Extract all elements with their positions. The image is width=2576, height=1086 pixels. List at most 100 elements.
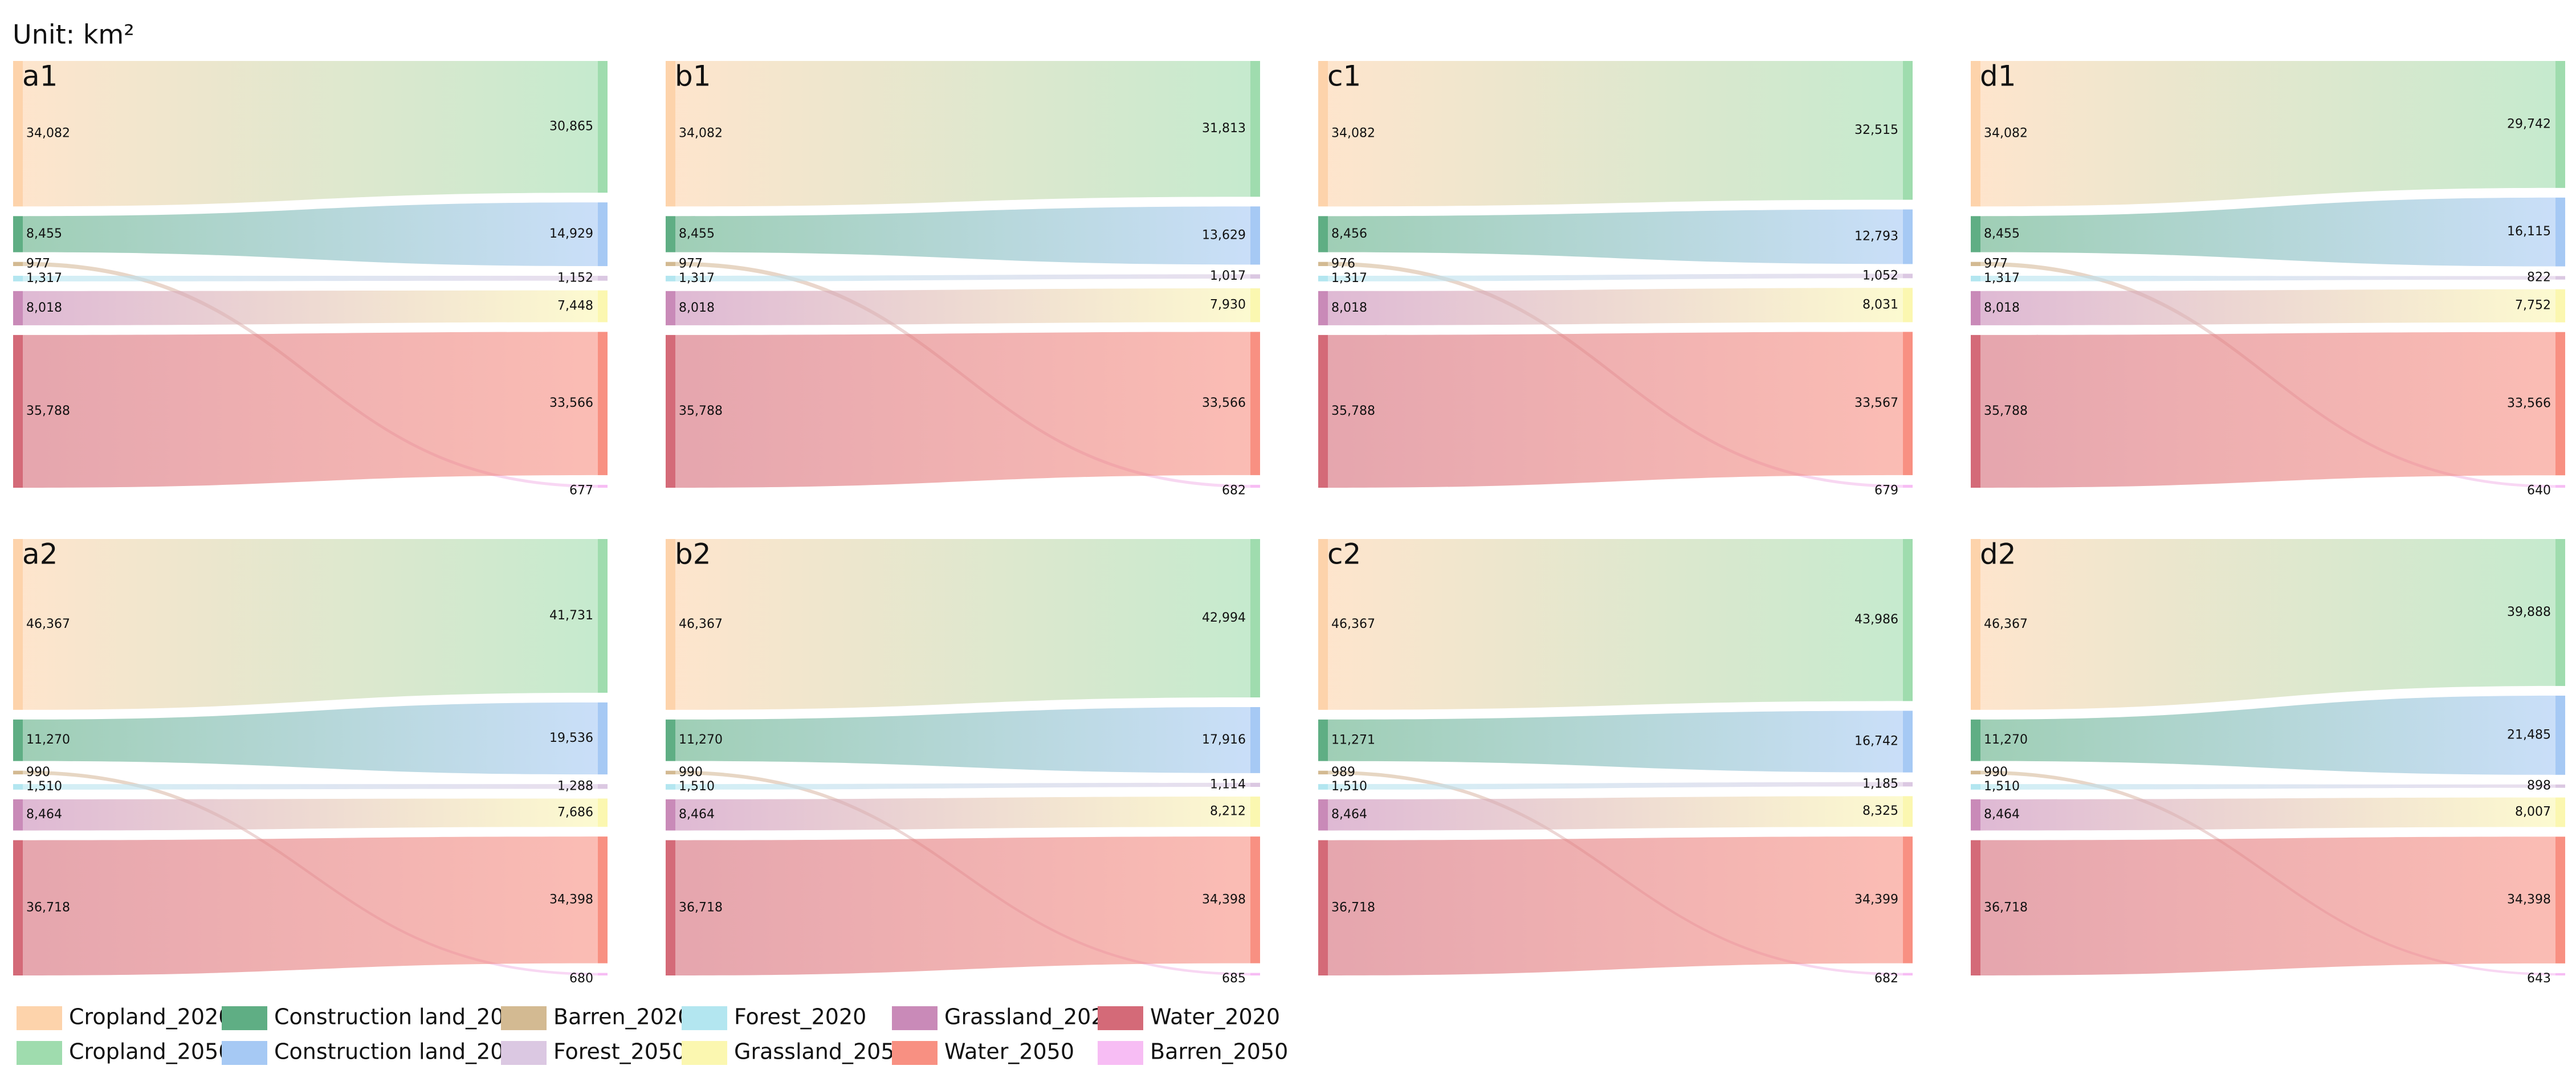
panel-title: c1 bbox=[1327, 60, 1361, 93]
legend-swatch bbox=[222, 1041, 267, 1065]
unit-label: Unit: km² bbox=[13, 19, 134, 50]
left-node bbox=[1971, 334, 1980, 488]
right-value-label: 1,185 bbox=[1862, 777, 1898, 791]
flow bbox=[675, 797, 1250, 831]
left-value-label: 34,082 bbox=[1331, 126, 1375, 141]
left-node bbox=[1318, 216, 1328, 252]
left-node bbox=[13, 539, 23, 710]
left-node bbox=[666, 61, 675, 207]
flow bbox=[1980, 61, 2555, 207]
left-node bbox=[666, 719, 675, 761]
flow bbox=[1980, 784, 2555, 790]
legend-label: Barren_2020 bbox=[553, 1005, 691, 1030]
right-value-label: 33,566 bbox=[1202, 396, 1246, 410]
left-value-label: 11,270 bbox=[26, 733, 70, 747]
legend-swatch bbox=[682, 1041, 727, 1065]
right-node bbox=[1903, 209, 1913, 264]
right-node bbox=[2555, 973, 2565, 975]
left-value-label: 36,718 bbox=[679, 900, 723, 914]
legend-swatch bbox=[682, 1006, 727, 1030]
flow bbox=[1980, 797, 2555, 831]
right-node bbox=[598, 332, 608, 475]
left-value-label: 1,317 bbox=[1984, 271, 2020, 285]
left-value-label: 34,082 bbox=[26, 126, 70, 141]
left-value-label: 8,455 bbox=[1984, 227, 2020, 241]
left-value-label: 8,464 bbox=[679, 807, 715, 822]
panel-title: b2 bbox=[675, 538, 711, 571]
right-node bbox=[1250, 288, 1260, 322]
right-node bbox=[598, 290, 608, 322]
flow bbox=[23, 275, 598, 281]
flow bbox=[1328, 61, 1903, 207]
right-value-label: 33,566 bbox=[549, 396, 593, 410]
right-value-label: 685 bbox=[1222, 971, 1246, 986]
left-node bbox=[1318, 539, 1328, 710]
left-node bbox=[1318, 334, 1328, 488]
legend-label: Forest_2050 bbox=[553, 1039, 686, 1064]
flow bbox=[675, 332, 1250, 488]
right-value-label: 33,566 bbox=[2507, 396, 2551, 410]
right-value-label: 8,212 bbox=[1210, 805, 1246, 819]
right-value-label: 640 bbox=[2527, 484, 2551, 498]
right-node bbox=[598, 784, 608, 789]
right-node bbox=[598, 702, 608, 775]
flow bbox=[1328, 332, 1903, 488]
right-value-label: 7,686 bbox=[557, 805, 593, 819]
left-node bbox=[1318, 770, 1328, 775]
left-value-label: 976 bbox=[1331, 256, 1355, 271]
right-node bbox=[598, 61, 608, 193]
flow bbox=[675, 288, 1250, 325]
flow bbox=[675, 782, 1250, 790]
flow bbox=[23, 61, 598, 207]
left-node bbox=[1971, 770, 1980, 775]
right-value-label: 12,793 bbox=[1854, 229, 1898, 243]
left-value-label: 36,718 bbox=[1984, 900, 2028, 914]
left-value-label: 1,510 bbox=[26, 779, 62, 794]
legend-label: Construction land_2020 bbox=[274, 1005, 532, 1030]
left-node bbox=[1318, 784, 1328, 790]
left-value-label: 35,788 bbox=[26, 404, 70, 418]
right-node bbox=[2555, 797, 2565, 827]
right-node bbox=[1903, 539, 1913, 701]
right-node bbox=[1250, 484, 1260, 488]
right-value-label: 1,152 bbox=[557, 271, 593, 285]
legend-label: Barren_2050 bbox=[1150, 1039, 1288, 1064]
left-node bbox=[1971, 799, 1980, 831]
right-value-label: 14,929 bbox=[549, 227, 593, 241]
right-value-label: 34,399 bbox=[1854, 892, 1898, 907]
right-value-label: 32,515 bbox=[1854, 123, 1898, 137]
left-node bbox=[13, 719, 23, 761]
right-node bbox=[1903, 332, 1913, 475]
right-node bbox=[1903, 973, 1913, 975]
right-node bbox=[1903, 711, 1913, 773]
flow bbox=[23, 784, 598, 790]
flow bbox=[1980, 332, 2555, 488]
legend-swatch bbox=[1098, 1041, 1143, 1065]
legend-swatch bbox=[1098, 1006, 1143, 1030]
left-node bbox=[13, 799, 23, 831]
left-value-label: 46,367 bbox=[1984, 617, 2028, 631]
flow bbox=[675, 274, 1250, 281]
left-value-label: 1,510 bbox=[679, 779, 715, 794]
left-value-label: 36,718 bbox=[1331, 900, 1375, 914]
left-value-label: 977 bbox=[1984, 256, 2008, 271]
right-value-label: 7,448 bbox=[557, 299, 593, 313]
right-value-label: 34,398 bbox=[549, 892, 593, 907]
left-node bbox=[1318, 291, 1328, 325]
left-value-label: 1,317 bbox=[26, 271, 62, 285]
right-node bbox=[1903, 782, 1913, 787]
right-node bbox=[598, 202, 608, 267]
left-value-label: 1,510 bbox=[1984, 779, 2020, 794]
right-node bbox=[1250, 274, 1260, 279]
left-value-label: 990 bbox=[1984, 765, 2008, 779]
left-value-label: 8,455 bbox=[26, 227, 62, 241]
panel-title: a2 bbox=[22, 538, 58, 571]
right-node bbox=[1903, 836, 1913, 963]
flow bbox=[23, 702, 598, 775]
left-value-label: 8,018 bbox=[1984, 301, 2020, 315]
left-node bbox=[13, 770, 23, 775]
right-value-label: 39,888 bbox=[2507, 605, 2551, 619]
left-node bbox=[1971, 539, 1980, 710]
right-node bbox=[1250, 973, 1260, 975]
